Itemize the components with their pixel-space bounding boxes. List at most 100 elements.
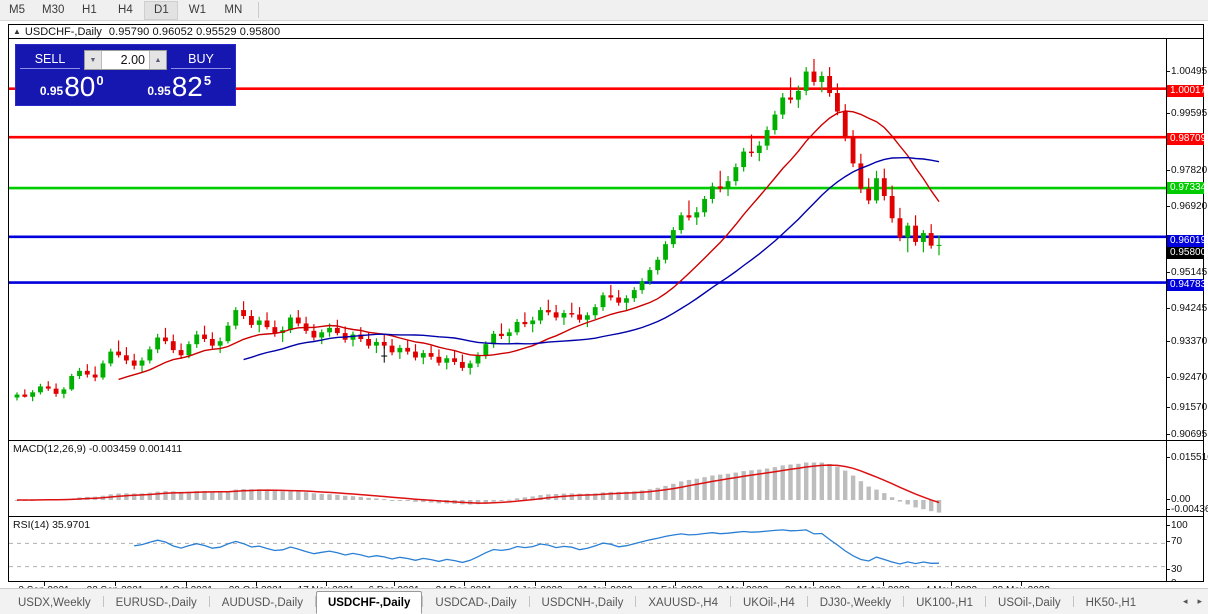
rsi-scale-tick: 70 <box>1167 536 1182 547</box>
date-tick <box>535 582 536 586</box>
price-level-chip-resistance[interactable]: 0.98709 <box>1167 133 1206 145</box>
price-scale-tick: 0.94245 <box>1167 303 1207 314</box>
chart-titlebar: ▲ USDCHF-,Daily 0.95790 0.96052 0.95529 … <box>9 25 1203 39</box>
ma-slow-line <box>243 156 940 361</box>
chart-marker <box>381 345 388 363</box>
date-tick <box>186 582 187 586</box>
arrow-left-icon[interactable]: ◂ <box>1182 596 1188 606</box>
tab-divider <box>208 596 210 607</box>
date-tick <box>464 582 465 586</box>
one-click-trading-panel[interactable]: SELL ▼ 2.00 ▲ BUY 0.95 80 0 0.95 82 5 <box>15 44 236 106</box>
price-level-chip-resistance[interactable]: 1.00017 <box>1167 85 1206 97</box>
price-scale[interactable]: 1.00495 0.99595 0.97820 0.96920 0.95145 0.942… <box>1166 39 1208 589</box>
rsi-scale-tick: 30 <box>1167 564 1182 575</box>
timeframe-w1[interactable]: W1 <box>188 4 206 16</box>
scale-separator <box>1167 516 1204 517</box>
sell-button[interactable]: 0.95 80 0 <box>20 72 124 102</box>
chevron-up-icon[interactable]: ▲ <box>149 51 166 69</box>
macd-histogram <box>14 462 942 513</box>
price-scale-tick: 0.92470 <box>1167 372 1207 383</box>
tick-dash <box>1167 499 1170 500</box>
price-level-chip-support[interactable]: 0.96019 <box>1167 235 1206 247</box>
timeframe-d1[interactable]: D1 <box>144 0 179 20</box>
tab-divider <box>985 596 987 607</box>
rsi-label: RSI(14) 35.9701 <box>13 519 91 531</box>
chart-symbol-label: USDCHF-,Daily <box>24 25 102 38</box>
buy-price-prefix: 0.95 <box>147 84 171 98</box>
rsi-line <box>134 529 940 565</box>
price-scale-tick: 0.91570 <box>1167 402 1207 413</box>
macd-chart-canvas <box>14 462 942 513</box>
tick-dash <box>1167 170 1170 171</box>
symbol-tab-uk100-h1[interactable]: UK100-,H1 <box>916 597 974 609</box>
timeframe-h4[interactable]: H4 <box>118 4 133 16</box>
timeframe-toolbar: M5 M30 H1 H4 D1 W1 MN <box>0 0 1208 21</box>
timeframe-h1[interactable]: H1 <box>82 4 97 16</box>
date-tick <box>743 582 744 586</box>
timeframe-m5[interactable]: M5 <box>9 4 25 16</box>
buy-button[interactable]: 0.95 82 5 <box>127 72 231 102</box>
symbol-tab-ukoil-h4[interactable]: UKOil-,H4 <box>742 597 795 609</box>
timeframe-list: M5 M30 H1 H4 D1 W1 MN <box>0 0 252 20</box>
sell-price-prefix: 0.95 <box>39 84 64 98</box>
tick-dash <box>1167 457 1170 458</box>
tick-dash <box>1167 569 1170 570</box>
tab-divider <box>102 596 104 607</box>
symbol-tab-xauusd-h4[interactable]: XAUUSD-,H4 <box>648 597 718 609</box>
chart-ohlc-label: 0.95790 0.96052 0.95529 0.95800 <box>108 25 281 38</box>
price-scale-tick: 0.95145 <box>1167 267 1207 278</box>
date-tick <box>394 582 395 586</box>
symbol-tab-usdcad-daily[interactable]: USDCAD-,Daily <box>435 597 517 609</box>
triangle-up-icon[interactable]: ▲ <box>13 26 21 36</box>
tick-dash <box>1167 434 1170 435</box>
price-level-chip-last-price[interactable]: 0.95800 <box>1167 247 1206 259</box>
tab-divider <box>806 596 808 607</box>
chevron-down-icon[interactable]: ▼ <box>85 51 102 69</box>
ma-fast-line <box>118 110 940 381</box>
tick-dash <box>1167 206 1170 207</box>
arrow-right-icon[interactable]: ▸ <box>1197 596 1202 606</box>
lot-size-input[interactable]: 2.00 <box>120 53 145 67</box>
candle-series <box>14 58 942 402</box>
price-scale-tick: 0.99595 <box>1167 108 1207 119</box>
symbol-tab-list: USDX,Weekly EURUSD-,Daily AUDUSD-,Daily USD… <box>6 589 1148 614</box>
symbol-tab-eurusd-daily[interactable]: EURUSD-,Daily <box>115 597 197 609</box>
price-level-chip-pivot[interactable]: 0.97334 <box>1167 182 1206 194</box>
tick-dash <box>1167 71 1170 72</box>
macd-scale-tick: -0.00436 <box>1167 504 1208 515</box>
tab-divider <box>314 596 316 607</box>
macd-label: MACD(12,26,9) -0.003459 0.001411 <box>13 443 183 455</box>
price-scale-tick: 0.96920 <box>1167 201 1207 212</box>
sell-price-main: 80 <box>64 71 96 102</box>
tab-divider <box>903 596 905 607</box>
symbol-tab-dj30-weekly[interactable]: DJ30-,Weekly <box>819 597 892 609</box>
macd-scale-tick: 0.015516 <box>1167 452 1208 463</box>
timeframe-mn[interactable]: MN <box>224 4 243 16</box>
lot-size-stepper[interactable]: ▼ 2.00 ▲ <box>84 50 167 70</box>
date-tick <box>951 582 952 586</box>
chart-window[interactable]: ▲ USDCHF-,Daily 0.95790 0.96052 0.95529 … <box>8 24 1208 589</box>
price-level-chip-support[interactable]: 0.94783 <box>1167 279 1206 291</box>
macd-pane[interactable]: MACD(12,26,9) -0.003459 0.001411 <box>9 440 1168 516</box>
symbol-tab-audusd-daily[interactable]: AUDUSD-,Daily <box>221 597 303 609</box>
macd-scale-tick: 0.00 <box>1167 494 1190 505</box>
symbol-tab-usdchf-daily[interactable]: USDCHF-,Daily <box>315 591 423 614</box>
symbol-tab-hk50-h1[interactable]: HK50-,H1 <box>1085 597 1137 609</box>
tab-divider <box>1072 596 1074 607</box>
date-tick <box>44 582 45 586</box>
date-tick <box>256 582 257 586</box>
price-scale-tick: 0.90695 <box>1167 429 1207 440</box>
date-tick <box>326 582 327 586</box>
sell-price-point: 0 <box>96 73 104 88</box>
symbol-tab-usoil-daily[interactable]: USOil-,Daily <box>998 597 1061 609</box>
scale-separator <box>1167 440 1204 441</box>
tick-dash <box>1167 509 1170 510</box>
date-tick <box>675 582 676 586</box>
buy-price-point: 5 <box>203 73 212 88</box>
symbol-tab-usdx-weekly[interactable]: USDX,Weekly <box>18 597 91 609</box>
toolbar-divider <box>258 2 260 18</box>
rsi-pane[interactable]: RSI(14) 35.9701 <box>9 516 1168 582</box>
symbol-tab-usdcnh-daily[interactable]: USDCNH-,Daily <box>541 597 624 609</box>
timeframe-m30[interactable]: M30 <box>42 4 65 16</box>
